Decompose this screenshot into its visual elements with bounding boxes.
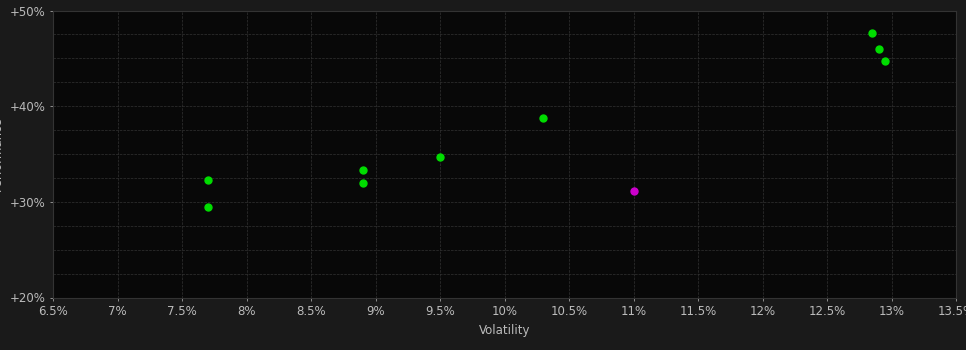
Point (433, 154, 448, 160)
Point (355, 167, 371, 173)
Point (865, 31, 880, 36)
Point (536, 115, 552, 120)
Point (626, 189, 641, 194)
Y-axis label: Performance: Performance (0, 117, 4, 191)
Point (200, 204, 215, 209)
X-axis label: Volatility: Volatility (479, 324, 530, 337)
Point (871, 46, 887, 51)
Point (200, 177, 215, 183)
Point (878, 58, 894, 64)
Point (355, 180, 371, 186)
